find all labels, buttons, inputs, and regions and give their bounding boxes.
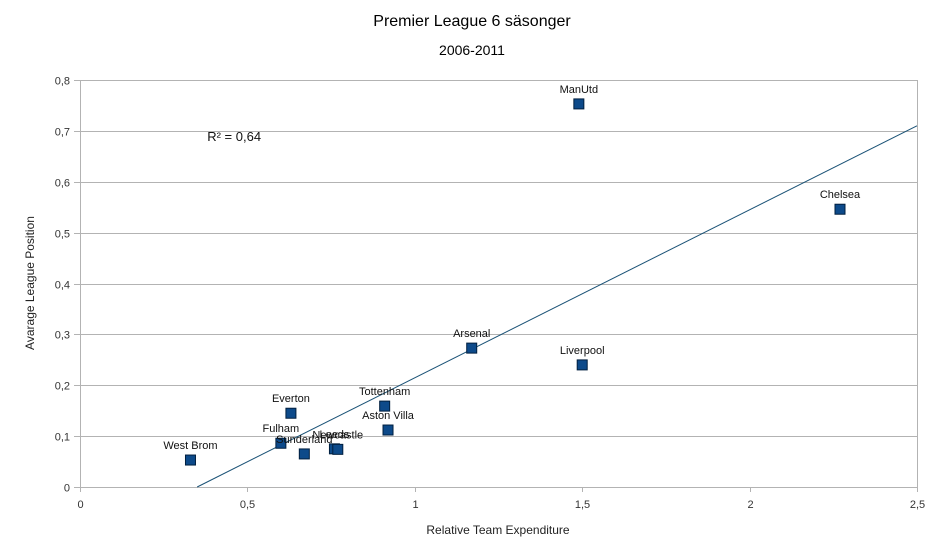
data-point: [466, 342, 478, 354]
data-point-label: West Brom: [163, 440, 217, 452]
data-point: [382, 424, 394, 436]
y-tick-labels: 0 0,1 0,2 0,3 0,4 0,5 0,6 0,7 0,8: [55, 76, 70, 495]
chart-title: Premier League 6 säsonger: [373, 13, 571, 30]
data-point-label: Liverpool: [560, 345, 605, 357]
x-tick-label: 0: [77, 499, 83, 511]
data-point-label: Everton: [272, 393, 310, 405]
x-axis-label: Relative Team Expenditure: [426, 523, 570, 537]
x-tick-label: 1: [412, 499, 418, 511]
x-tick-label: 0,5: [240, 499, 255, 511]
r-squared-annotation: R² = 0,64: [207, 129, 261, 144]
data-point-label: Chelsea: [820, 189, 861, 201]
annotations: R² = 0,64: [207, 129, 261, 144]
data-point: [275, 437, 287, 449]
data-point-label: ManUtd: [560, 84, 599, 96]
y-tick-label: 0,3: [55, 330, 70, 342]
chart-subtitle: 2006-2011: [439, 42, 505, 58]
data-point-label: Newcastle: [312, 429, 363, 441]
x-tick-labels: 0 0,5 1 1,5 2 2,5: [77, 499, 925, 511]
gridlines: [80, 80, 917, 488]
y-tick-label: 0,8: [55, 76, 70, 88]
y-tick-label: 0,5: [55, 229, 70, 241]
data-point-label: Arsenal: [453, 328, 490, 340]
data-point: [576, 359, 588, 371]
data-point-label: Sunderland: [276, 434, 332, 446]
y-tick-label: 0,1: [55, 432, 70, 444]
y-tick-label: 0,4: [55, 280, 70, 292]
trendline: [196, 125, 918, 488]
data-points: [184, 98, 846, 466]
data-point: [834, 203, 846, 215]
data-point-label: Fulham: [263, 423, 300, 435]
data-point: [285, 407, 297, 419]
trendline-group: [196, 125, 918, 488]
y-tick-label: 0,7: [55, 127, 70, 139]
data-point-label: Leeds: [319, 429, 349, 441]
y-tick-label: 0: [64, 483, 70, 495]
y-axis-label: Avarage League Position: [23, 216, 37, 350]
data-point: [184, 454, 196, 466]
point-labels: West Brom Fulham Everton SunderlandLeedsNew…: [163, 84, 861, 452]
axes: [74, 80, 918, 492]
x-tick-label: 1,5: [575, 499, 590, 511]
data-point: [332, 443, 344, 455]
x-tick-label: 2: [747, 499, 753, 511]
data-point-label: Aston Villa: [362, 410, 415, 422]
y-tick-label: 0,6: [55, 178, 70, 190]
y-tick-label: 0,2: [55, 381, 70, 393]
x-tick-label: 2,5: [910, 499, 925, 511]
data-point: [573, 98, 585, 110]
data-point-label: Tottenham: [359, 386, 410, 398]
data-point: [379, 400, 391, 412]
data-point: [298, 448, 310, 460]
